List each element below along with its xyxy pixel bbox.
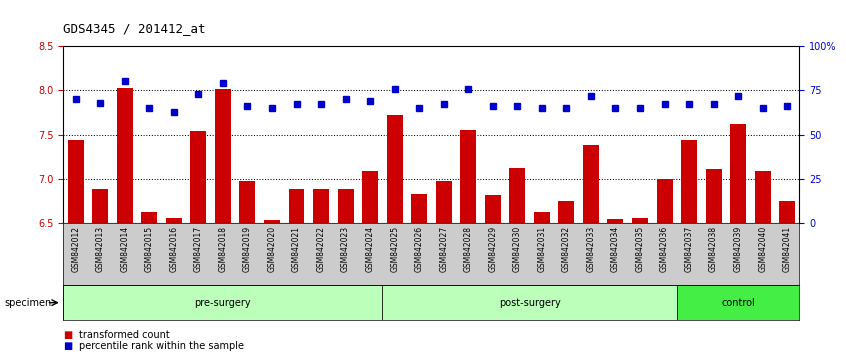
Text: GSM842021: GSM842021 bbox=[292, 226, 301, 272]
Text: GSM842033: GSM842033 bbox=[586, 226, 596, 272]
Text: control: control bbox=[722, 298, 755, 308]
Text: GSM842026: GSM842026 bbox=[415, 226, 424, 272]
Bar bbox=[436, 181, 452, 223]
Bar bbox=[63, 285, 382, 320]
Text: GSM842035: GSM842035 bbox=[635, 226, 645, 272]
Text: post-surgery: post-surgery bbox=[499, 298, 560, 308]
Bar bbox=[730, 124, 746, 223]
Text: GSM842030: GSM842030 bbox=[513, 226, 522, 272]
Text: GSM842019: GSM842019 bbox=[243, 226, 252, 272]
Text: GSM842013: GSM842013 bbox=[96, 226, 105, 272]
Bar bbox=[485, 195, 501, 223]
Text: GSM842039: GSM842039 bbox=[733, 226, 743, 272]
Text: pre-surgery: pre-surgery bbox=[195, 298, 251, 308]
Text: GSM842015: GSM842015 bbox=[145, 226, 154, 272]
Bar bbox=[382, 285, 677, 320]
Bar bbox=[706, 169, 722, 223]
Bar bbox=[558, 201, 574, 223]
Text: GSM842040: GSM842040 bbox=[758, 226, 767, 272]
Text: GSM842041: GSM842041 bbox=[783, 226, 792, 272]
Bar bbox=[264, 220, 280, 223]
Bar bbox=[755, 171, 771, 223]
Text: GSM842016: GSM842016 bbox=[169, 226, 179, 272]
Text: GSM842012: GSM842012 bbox=[71, 226, 80, 272]
Bar bbox=[509, 168, 525, 223]
Bar bbox=[239, 181, 255, 223]
Bar bbox=[313, 189, 329, 223]
Bar bbox=[411, 194, 427, 223]
Text: GDS4345 / 201412_at: GDS4345 / 201412_at bbox=[63, 22, 206, 35]
Text: percentile rank within the sample: percentile rank within the sample bbox=[79, 341, 244, 351]
Bar bbox=[460, 130, 476, 223]
Bar bbox=[92, 189, 108, 223]
Text: GSM842027: GSM842027 bbox=[439, 226, 448, 272]
Bar bbox=[779, 201, 795, 223]
Bar bbox=[534, 211, 550, 223]
Bar bbox=[387, 115, 403, 223]
Bar bbox=[632, 218, 648, 223]
Bar bbox=[288, 189, 305, 223]
Text: GSM842029: GSM842029 bbox=[488, 226, 497, 272]
Bar bbox=[141, 212, 157, 223]
Text: GSM842014: GSM842014 bbox=[120, 226, 129, 272]
Bar bbox=[68, 140, 84, 223]
Bar bbox=[583, 145, 599, 223]
Text: GSM842037: GSM842037 bbox=[684, 226, 694, 272]
Text: GSM842032: GSM842032 bbox=[562, 226, 571, 272]
Text: GSM842023: GSM842023 bbox=[341, 226, 350, 272]
Text: GSM842017: GSM842017 bbox=[194, 226, 203, 272]
Text: GSM842024: GSM842024 bbox=[365, 226, 375, 272]
Text: ■: ■ bbox=[63, 330, 73, 339]
Text: GSM842018: GSM842018 bbox=[218, 226, 228, 272]
Text: GSM842020: GSM842020 bbox=[267, 226, 277, 272]
Text: specimen: specimen bbox=[4, 298, 52, 308]
Bar bbox=[677, 285, 799, 320]
Bar bbox=[656, 179, 673, 223]
Text: GSM842038: GSM842038 bbox=[709, 226, 718, 272]
Text: GSM842028: GSM842028 bbox=[464, 226, 473, 272]
Bar bbox=[166, 218, 182, 223]
Bar bbox=[190, 131, 206, 223]
Text: GSM842036: GSM842036 bbox=[660, 226, 669, 272]
Bar bbox=[681, 140, 697, 223]
Text: GSM842034: GSM842034 bbox=[611, 226, 620, 272]
Text: GSM842025: GSM842025 bbox=[390, 226, 399, 272]
Bar bbox=[338, 189, 354, 223]
Bar bbox=[362, 171, 378, 223]
Bar bbox=[117, 88, 133, 223]
Text: GSM842031: GSM842031 bbox=[537, 226, 547, 272]
Text: GSM842022: GSM842022 bbox=[316, 226, 326, 272]
Text: transformed count: transformed count bbox=[79, 330, 169, 339]
Text: ■: ■ bbox=[63, 341, 73, 351]
Bar bbox=[215, 88, 231, 223]
Bar bbox=[607, 218, 624, 223]
